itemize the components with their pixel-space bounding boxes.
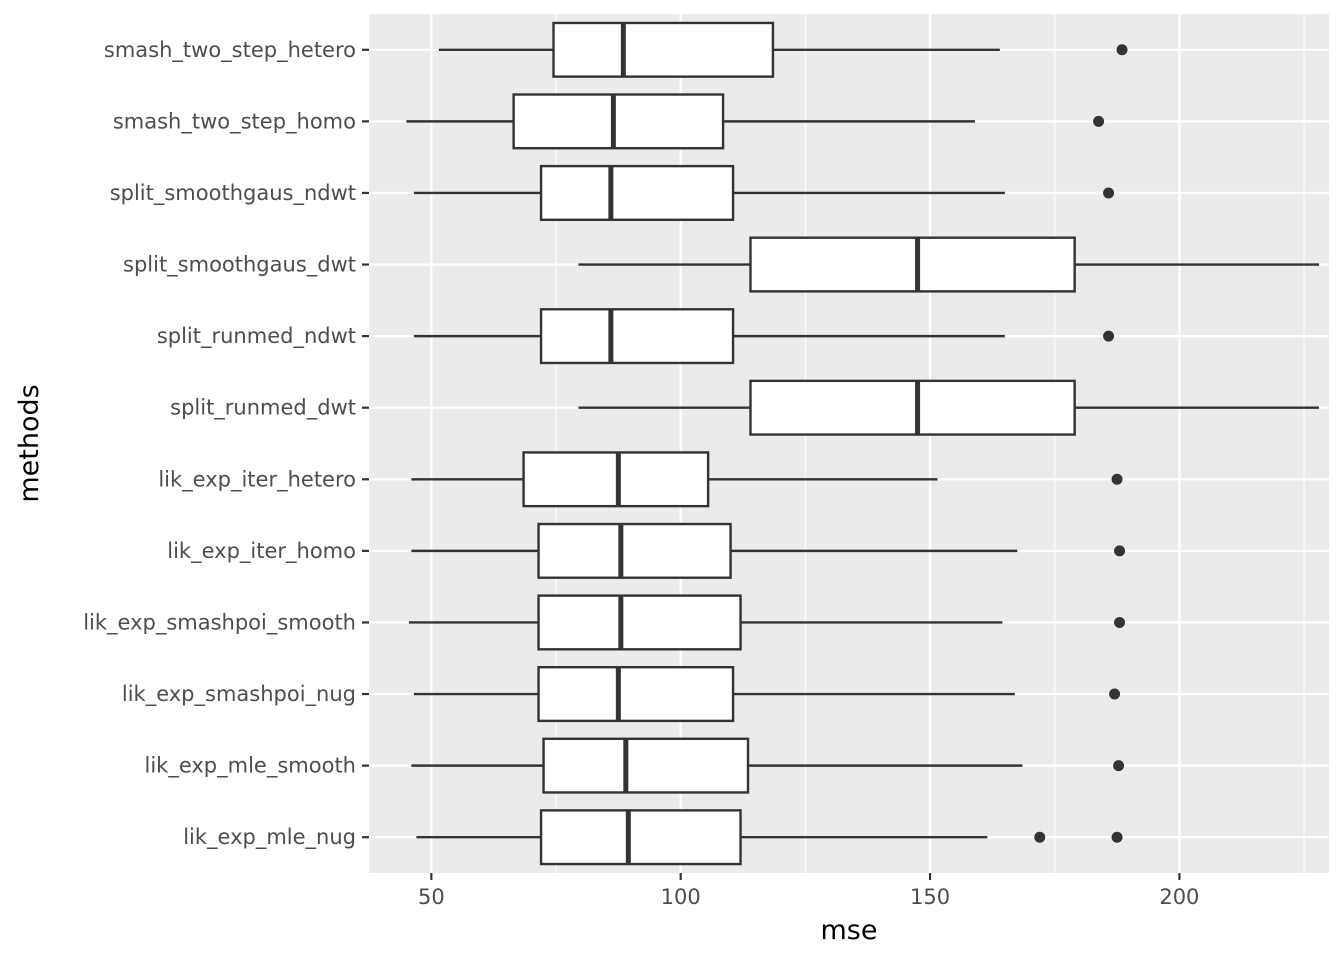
outlier-point — [1034, 831, 1046, 843]
iqr-box — [749, 236, 1076, 293]
iqr-box — [537, 594, 742, 651]
box-smash_two_step_homo — [406, 93, 1105, 150]
y-tick-label: lik_exp_iter_hetero — [158, 467, 356, 492]
plot-panel — [369, 14, 1329, 873]
outlier-point — [1109, 688, 1121, 700]
iqr-box — [539, 809, 742, 866]
box-split_runmed_dwt — [578, 379, 1320, 436]
outlier-point — [1111, 831, 1123, 843]
box-lik_exp_iter_hetero — [411, 451, 1123, 508]
y-axis-title: methods — [14, 384, 45, 502]
box-lik_exp_smashpoi_smooth — [408, 594, 1126, 651]
outlier-point — [1113, 760, 1125, 772]
y-tick-label: split_runmed_ndwt — [157, 324, 356, 349]
box-split_smoothgaus_dwt — [578, 236, 1320, 293]
x-tick-label: 100 — [661, 885, 701, 909]
y-tick-label: lik_exp_smashpoi_smooth — [83, 610, 356, 635]
iqr-box — [537, 522, 732, 579]
iqr-box — [539, 164, 735, 222]
outlier-point — [1093, 115, 1105, 127]
outlier-point — [1114, 545, 1126, 557]
outlier-point — [1103, 187, 1115, 199]
y-tick-label: smash_two_step_homo — [113, 109, 356, 134]
y-tick-label: split_smoothgaus_ndwt — [110, 181, 356, 206]
iqr-box — [542, 737, 750, 794]
outlier-point — [1116, 44, 1128, 56]
outlier-point — [1114, 616, 1126, 628]
box-smash_two_step_hetero — [438, 21, 1128, 78]
box-split_runmed_ndwt — [413, 308, 1115, 365]
x-axis: 50 100 150 200 — [418, 873, 1199, 909]
iqr-box — [537, 665, 735, 723]
y-tick-label: smash_two_step_hetero — [104, 38, 356, 63]
iqr-box — [512, 93, 725, 150]
y-tick-label: lik_exp_mle_smooth — [145, 754, 357, 779]
y-tick-label: split_smoothgaus_dwt — [123, 253, 356, 278]
box-lik_exp_smashpoi_nug — [413, 665, 1121, 723]
y-tick-label: lik_exp_iter_homo — [167, 539, 356, 564]
x-tick-label: 50 — [418, 885, 445, 909]
outlier-point — [1111, 473, 1123, 485]
outlier-point — [1103, 330, 1115, 342]
box-split_smoothgaus_ndwt — [413, 164, 1115, 222]
minor-gridlines — [555, 14, 1305, 873]
y-tick-label: lik_exp_smashpoi_nug — [122, 682, 356, 707]
x-tick-label: 150 — [910, 885, 950, 909]
x-tick-label: 200 — [1159, 885, 1199, 909]
box-lik_exp_mle_nug — [416, 809, 1123, 866]
x-axis-title: mse — [821, 915, 878, 946]
iqr-box — [749, 379, 1076, 436]
iqr-box — [539, 308, 735, 365]
y-tick-label: lik_exp_mle_nug — [183, 825, 356, 850]
box-lik_exp_mle_smooth — [411, 737, 1125, 794]
box-series — [406, 21, 1320, 866]
y-axis: smash_two_step_hetero smash_two_step_homo… — [83, 38, 369, 850]
iqr-box — [552, 21, 775, 78]
box-lik_exp_iter_homo — [411, 522, 1126, 579]
y-tick-label: split_runmed_dwt — [170, 396, 356, 421]
